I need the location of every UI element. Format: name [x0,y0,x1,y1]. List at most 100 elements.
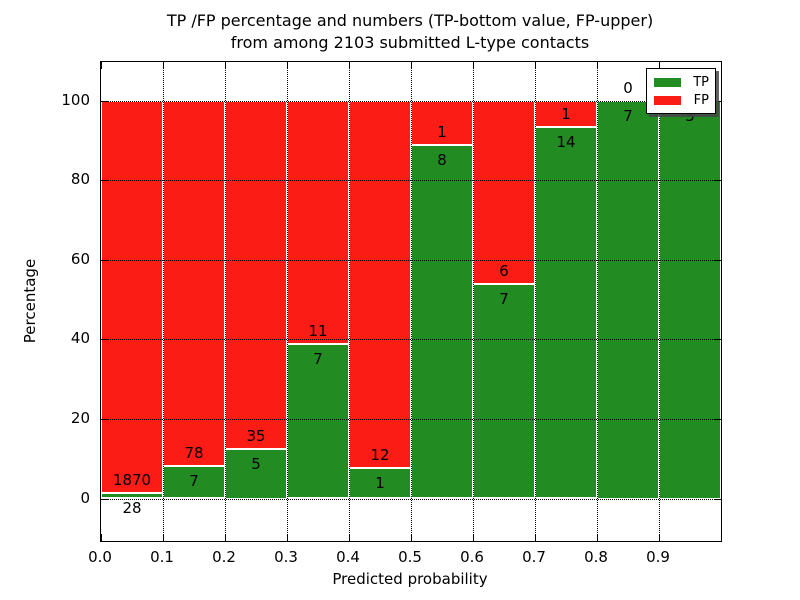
x-tick-mark [101,62,102,69]
chart-title-line1: TP /FP percentage and numbers (TP-bottom… [166,11,654,30]
gridline-vertical [225,62,226,541]
bar-segment-fp [473,100,535,285]
y-tick-mark [714,100,721,102]
fp-count-label: 78 [184,443,204,462]
fp-count-label: 1870 [112,470,152,489]
bar-segment-fp [163,100,225,466]
tp-count-label: 7 [623,106,633,125]
x-tick-label: 0.8 [584,548,608,566]
gridline-vertical [411,62,412,541]
x-tick-mark [597,62,598,69]
tp-count-label: 5 [685,106,695,125]
tp-count-label: 5 [251,454,261,473]
x-tick-mark [287,62,288,69]
x-tick-mark [411,534,412,541]
y-tick-label: 20 [70,408,90,427]
x-tick-mark [535,534,536,541]
legend-item-tp: TP [654,75,709,91]
x-tick-label: 0.1 [150,548,174,566]
x-tick-label: 0.4 [336,548,360,566]
legend-label: FP [693,92,709,108]
x-tick-mark [473,62,474,69]
y-tick-mark [101,418,108,420]
gridline-vertical [659,62,660,541]
bar-segment-tp [597,100,659,499]
tp-count-label: 14 [556,133,576,152]
legend-item-fp: FP [654,92,709,108]
x-tick-mark [411,62,412,69]
y-tick-mark [714,259,721,261]
fp-count-label: 6 [499,262,509,281]
x-tick-mark [163,534,164,541]
bar-segment-fp [349,100,411,468]
bar-segment-fp [411,100,473,145]
y-tick-label: 80 [70,170,90,189]
tp-count-label: 7 [313,349,323,368]
x-tick-label: 0.3 [274,548,298,566]
gridline-vertical [163,62,164,541]
chart-title: TP /FP percentage and numbers (TP-bottom… [100,10,720,54]
tp-count-label: 8 [437,150,447,169]
x-tick-mark [535,62,536,69]
bar-segment-tp [473,284,535,499]
bar-segment-fp [287,100,349,344]
bar-segment-tp [411,144,473,499]
y-tick-mark [101,498,108,500]
tp-count-label: 7 [189,471,199,490]
y-tick-mark [101,180,108,182]
y-tick-mark [101,339,108,341]
x-tick-mark [225,534,226,541]
fp-count-label: 0 [623,78,633,97]
y-tick-label: 0 [80,488,90,507]
x-tick-mark [163,62,164,69]
x-axis-label: Predicted probability [332,570,488,588]
gridline-vertical [535,62,536,541]
x-tick-label: 0.5 [398,548,422,566]
legend: TP FP [646,68,716,114]
y-tick-mark [714,180,721,182]
bar-segment-tp [101,492,163,499]
x-tick-mark [101,534,102,541]
chart-title-line2: from among 2103 submitted L-type contact… [230,33,590,52]
gridline-vertical [349,62,350,541]
bar-segment-tp [535,127,597,499]
gridline-vertical [597,62,598,541]
bar-segment-tp [349,467,411,499]
tp-count-label: 7 [499,290,509,309]
x-tick-mark [287,534,288,541]
x-tick-mark [473,534,474,541]
y-tick-label: 100 [61,90,90,109]
x-tick-mark [659,62,660,69]
legend-label: TP [693,75,709,91]
x-tick-mark [349,534,350,541]
y-tick-label: 40 [70,329,90,348]
x-tick-label: 0.2 [212,548,236,566]
y-tick-mark [714,418,721,420]
x-tick-label: 0.6 [460,548,484,566]
fp-count-label: 12 [370,445,390,464]
x-tick-label: 0.0 [88,548,112,566]
bar-segment-tp [659,100,721,499]
x-tick-mark [225,62,226,69]
bar-segment-fp [101,100,163,493]
gridline-vertical [473,62,474,541]
legend-swatch-tp [654,78,681,88]
x-tick-mark [349,62,350,69]
x-tick-label: 0.7 [522,548,546,566]
y-tick-mark [101,100,108,102]
y-axis-label: Percentage [21,258,39,344]
y-tick-mark [714,498,721,500]
fp-count-label: 35 [246,426,266,445]
fp-count-label: 1 [561,105,571,124]
fp-count-label: 11 [308,321,328,340]
bar-segment-fp [225,100,287,449]
y-tick-mark [714,339,721,341]
x-tick-mark [659,534,660,541]
bar-segment-tp [225,448,287,499]
x-tick-mark [597,534,598,541]
gridline-vertical [287,62,288,541]
x-tick-label: 0.9 [646,548,670,566]
tp-count-label: 1 [375,473,385,492]
